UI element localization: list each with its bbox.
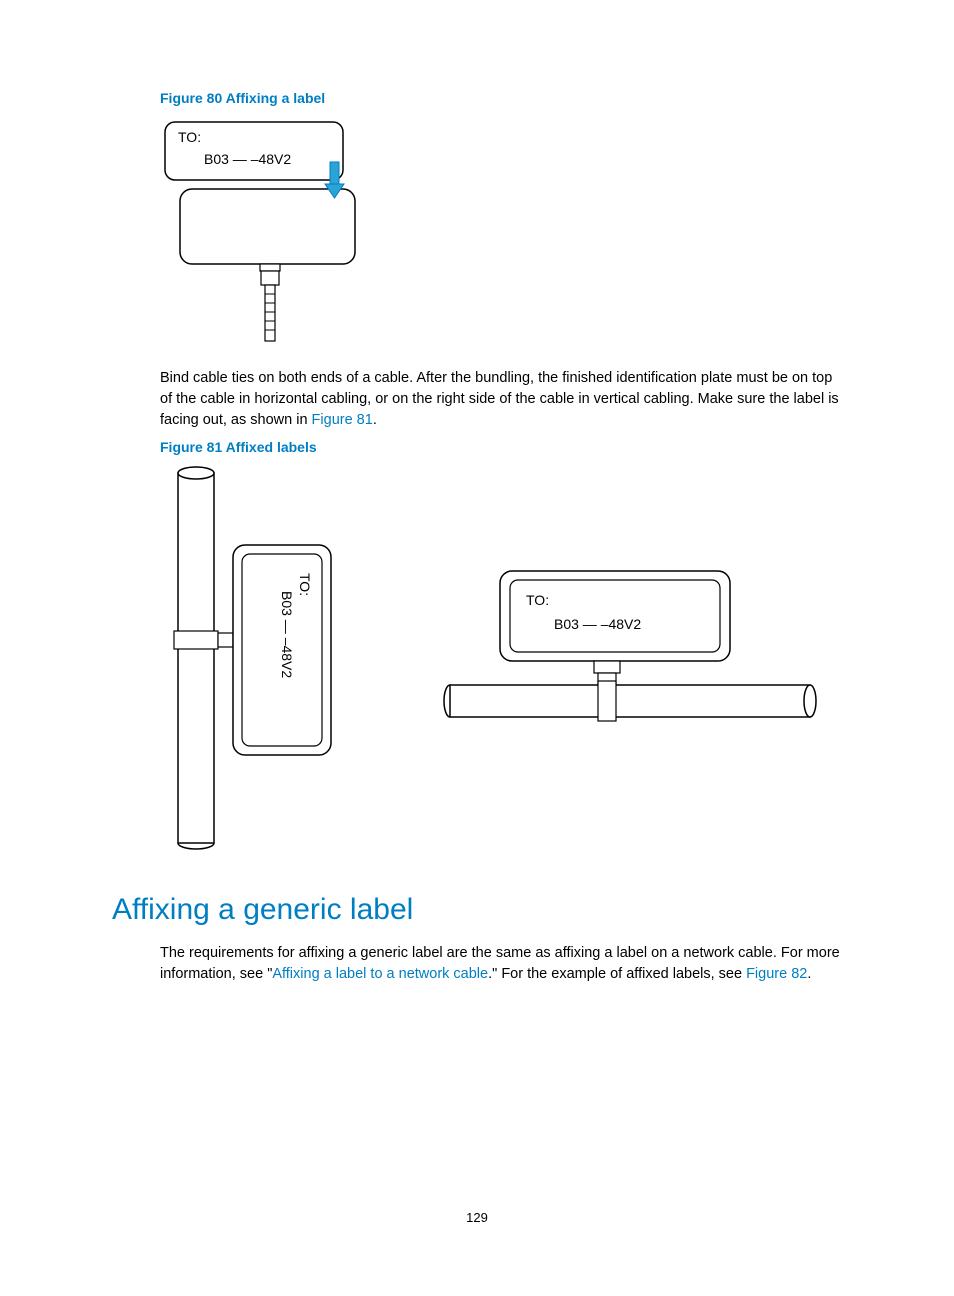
paragraph-generic-label: The requirements for affixing a generic … <box>160 943 842 985</box>
fig80-label-to: TO: <box>178 129 201 145</box>
fig80-label-value: B03 — –48V2 <box>204 151 291 167</box>
fig81-right-label-value: B03 — –48V2 <box>554 616 641 632</box>
heading-affixing-generic-label: Affixing a generic label <box>112 893 842 927</box>
figure-80-caption: Figure 80 Affixing a label <box>160 90 842 106</box>
fig81-right-label-to: TO: <box>526 592 549 608</box>
figure-80-diagram: TO: B03 — –48V2 <box>160 114 420 354</box>
link-affixing-network-cable[interactable]: Affixing a label to a network cable <box>272 966 488 982</box>
figure-81-link[interactable]: Figure 81 <box>312 412 373 428</box>
fig81-left-label-value: B03 — –48V2 <box>279 591 295 678</box>
page-number: 129 <box>0 1210 954 1225</box>
figure-81-diagram: TO: B03 — –48V2 TO: B03 — –48V2 <box>160 463 860 863</box>
figure-81-caption: Figure 81 Affixed labels <box>160 439 842 455</box>
figure-82-link[interactable]: Figure 82 <box>746 966 807 982</box>
fig81-left-label-to: TO: <box>297 573 313 596</box>
paragraph-bind-cable-ties: Bind cable ties on both ends of a cable.… <box>160 368 842 431</box>
